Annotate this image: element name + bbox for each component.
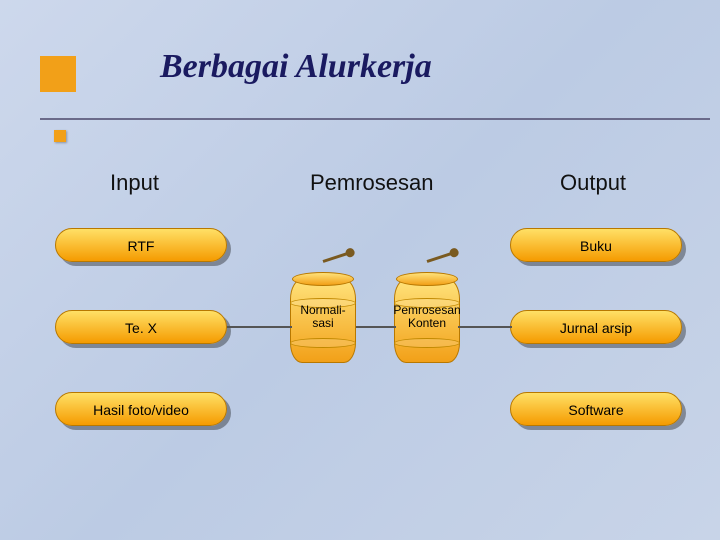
flow-node: Jurnal arsip bbox=[510, 310, 682, 344]
connector-line bbox=[227, 326, 292, 328]
title-accent-square bbox=[40, 56, 76, 92]
flow-node: Buku bbox=[510, 228, 682, 262]
column-header-processing: Pemrosesan bbox=[310, 170, 434, 196]
column-header-input: Input bbox=[110, 170, 159, 196]
grinder-icon: PemrosesanKonten bbox=[392, 258, 462, 368]
connector-line bbox=[458, 326, 512, 328]
bullet-square-icon bbox=[54, 130, 66, 142]
slide-title: Berbagai Alurkerja bbox=[160, 48, 432, 86]
title-underline bbox=[40, 118, 710, 120]
grinder-label: Normali-sasi bbox=[280, 304, 366, 330]
flow-node: Software bbox=[510, 392, 682, 426]
title-row: Berbagai Alurkerja bbox=[40, 48, 680, 104]
grinder-icon: Normali-sasi bbox=[288, 258, 358, 368]
slide-background: Berbagai Alurkerja Input Pemrosesan Outp… bbox=[0, 0, 720, 540]
connector-line bbox=[356, 326, 396, 328]
flow-node: Te. X bbox=[55, 310, 227, 344]
column-header-output: Output bbox=[560, 170, 626, 196]
flow-node: RTF bbox=[55, 228, 227, 262]
flow-node: Hasil foto/video bbox=[55, 392, 227, 426]
